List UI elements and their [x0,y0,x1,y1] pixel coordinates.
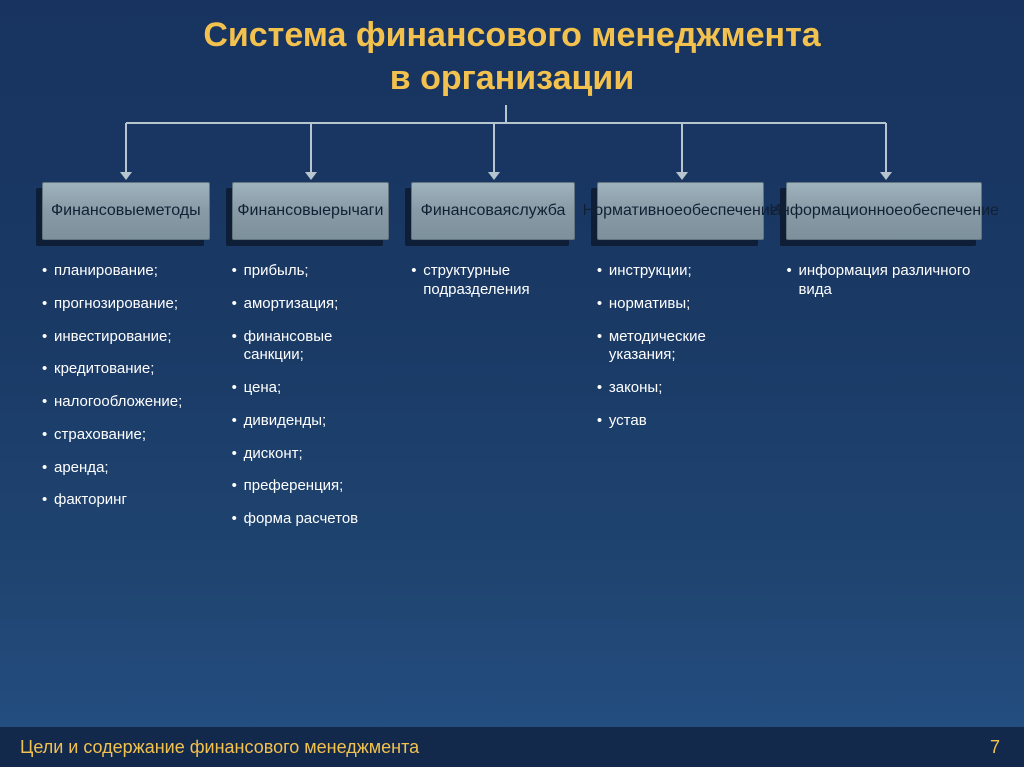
list-item: дивиденды; [232,412,390,431]
list-item: методические указания; [597,328,765,366]
list-item: инструкции; [597,262,765,281]
page-number: 7 [990,737,1000,758]
column-1: Финансовыерычаги прибыль; амортизация; фина… [232,182,390,543]
column-2: Финансоваяслужба структурные подразделени… [411,182,575,543]
column-0: Финансовыеметоды планирование; прогнозиров… [42,182,210,543]
list-item: прогнозирование; [42,295,210,314]
box-line2: методы [145,202,201,220]
list-item: преференция; [232,477,390,496]
category-box-4: Информационноеобеспечение [786,182,982,240]
list-item: финансовые санкции; [232,328,390,366]
column-4: Информационноеобеспечение информация разл… [786,182,982,543]
list-item: страхование; [42,426,210,445]
box-label: Информационноеобеспечение [786,182,982,240]
list-item: структурные подразделения [411,262,575,300]
list-item: кредитование; [42,360,210,379]
box-label: Финансоваяслужба [411,182,575,240]
category-box-3: Нормативноеобеспечение [597,182,765,240]
column-3: Нормативноеобеспечение инструкции; нормати… [597,182,765,543]
list-item: форма расчетов [232,510,390,529]
item-list-4: информация различного вида [786,262,982,314]
list-item: информация различного вида [786,262,982,300]
box-line2: обеспечение [903,202,999,220]
box-label: Нормативноеобеспечение [597,182,765,240]
list-item: дисконт; [232,445,390,464]
item-list-2: структурные подразделения [411,262,575,314]
category-box-0: Финансовыеметоды [42,182,210,240]
item-list-1: прибыль; амортизация; финансовые санкции; ц… [232,262,390,543]
box-line2: служба [511,202,565,220]
list-item: аренда; [42,459,210,478]
item-list-0: планирование; прогнозирование; инвестирова… [42,262,210,524]
list-item: прибыль; [232,262,390,281]
list-item: цена; [232,379,390,398]
list-item: амортизация; [232,295,390,314]
box-label: Финансовыеметоды [42,182,210,240]
title-line-2: в организации [0,57,1024,100]
box-line1: Нормативное [583,202,683,220]
slide-title: Система финансового менеджмента в органи… [0,0,1024,99]
box-line2: рычаги [331,202,383,220]
category-box-1: Финансовыерычаги [232,182,390,240]
box-line1: Финансовые [237,202,331,220]
slide: Система финансового менеджмента в органи… [0,0,1024,767]
footer-text: Цели и содержание финансового менеджмент… [20,737,419,758]
list-item: инвестирование; [42,328,210,347]
category-box-2: Финансоваяслужба [411,182,575,240]
box-line1: Финансовая [421,202,512,220]
item-list-3: инструкции; нормативы; методические указан… [597,262,765,445]
box-label: Финансовыерычаги [232,182,390,240]
box-line1: Информационное [770,202,904,220]
footer-bar: Цели и содержание финансового менеджмент… [0,727,1024,767]
list-item: факторинг [42,491,210,510]
list-item: законы; [597,379,765,398]
list-item: планирование; [42,262,210,281]
title-line-1: Система финансового менеджмента [0,14,1024,57]
list-item: устав [597,412,765,431]
list-item: нормативы; [597,295,765,314]
box-line2: обеспечение [683,202,779,220]
columns-container: Финансовыеметодыпланирование;прогнозиров… [42,182,982,543]
box-line1: Финансовые [51,202,145,220]
list-item: налогообложение; [42,393,210,412]
